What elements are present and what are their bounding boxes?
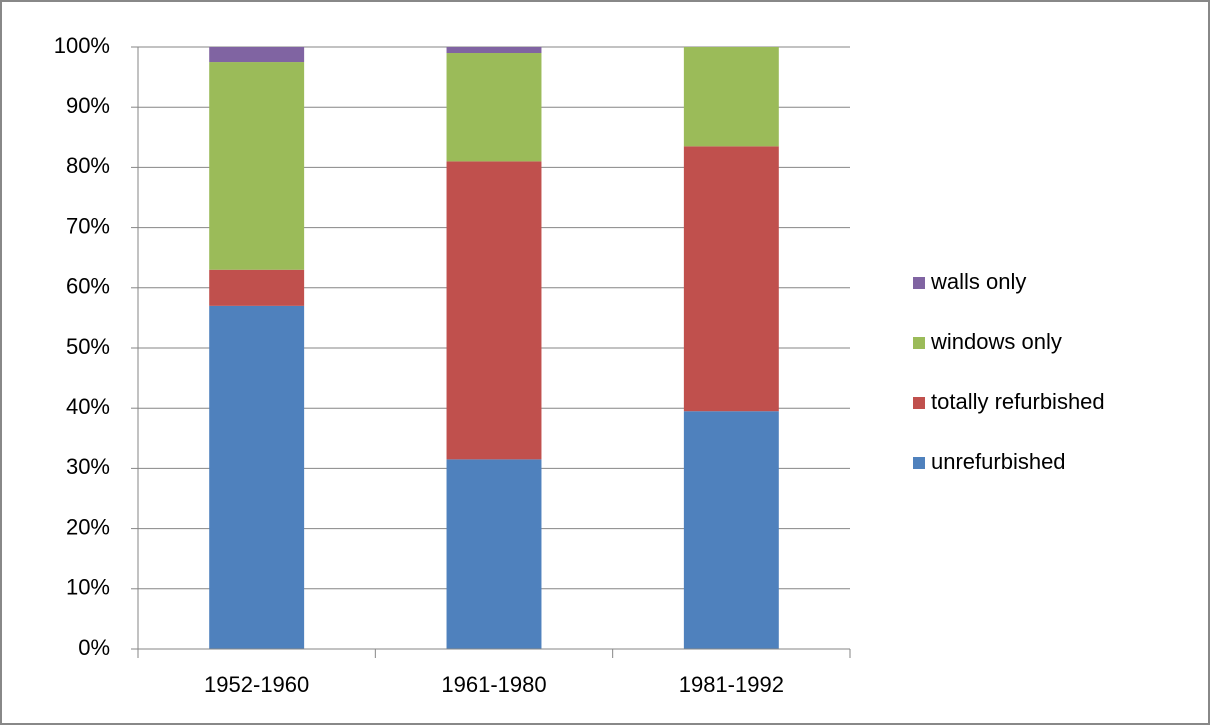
legend-label: unrefurbished [931,449,1066,474]
legend-label: walls only [930,269,1026,294]
bar-segment [683,411,779,649]
y-tick-label: 10% [66,575,110,600]
y-tick-label: 90% [66,93,110,118]
legend-label: windows only [930,329,1062,354]
legend-swatch [913,457,925,469]
bar-segment [209,62,305,270]
legend-swatch [913,277,925,289]
y-tick-label: 60% [66,274,110,299]
x-tick-label: 1981-1992 [679,672,784,697]
legend-swatch [913,337,925,349]
bar-segment [446,47,542,54]
y-tick-label: 70% [66,213,110,238]
legend-label: totally refurbished [931,389,1105,414]
bar-segment [209,305,305,649]
y-tick-label: 0% [78,635,110,660]
y-tick-label: 40% [66,394,110,419]
bar-segment [683,47,779,147]
bar-segment [446,53,542,162]
x-tick-label: 1952-1960 [204,672,309,697]
bar-segment [209,47,305,63]
bar-segment [683,146,779,412]
bar-segment [209,269,305,306]
y-tick-label: 20% [66,514,110,539]
bar-segment [446,161,542,460]
bar-segment [446,459,542,649]
y-tick-label: 80% [66,153,110,178]
legend-swatch [913,397,925,409]
y-tick-label: 100% [54,33,110,58]
x-tick-label: 1961-1980 [441,672,546,697]
y-tick-label: 50% [66,334,110,359]
y-tick-label: 30% [66,454,110,479]
